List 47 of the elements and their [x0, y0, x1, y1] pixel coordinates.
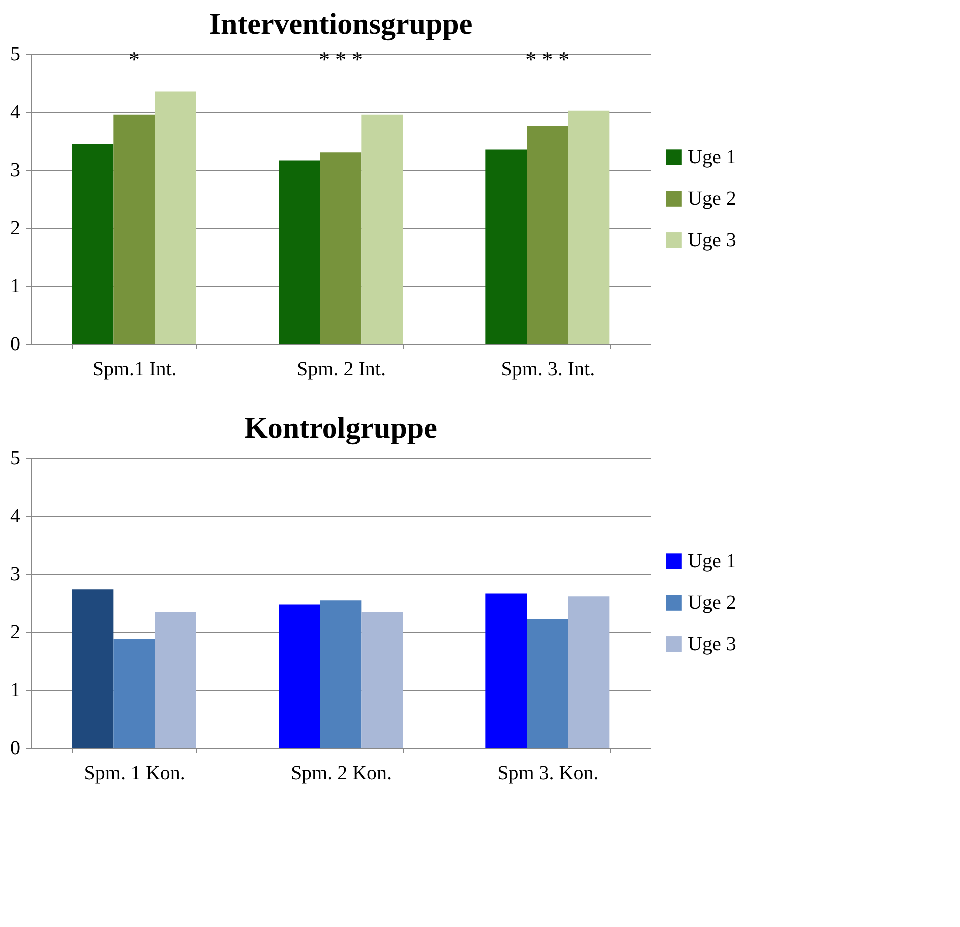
- legend-label: Uge 2: [688, 188, 736, 210]
- annotation: * * *: [319, 47, 363, 72]
- x-tick-label: Spm. 2 Int.: [297, 358, 386, 380]
- bar: [114, 114, 155, 344]
- bar: [320, 152, 362, 344]
- bar: [279, 160, 320, 344]
- bar: [320, 600, 362, 748]
- bar: [362, 612, 403, 748]
- legend-label: Uge 3: [688, 633, 736, 656]
- y-tick-label: 2: [10, 622, 20, 644]
- y-tick-label: 4: [10, 506, 20, 528]
- legend-label: Uge 3: [688, 229, 736, 252]
- annotation: *: [128, 47, 140, 72]
- bar: [568, 110, 610, 344]
- x-tick-label: Spm 3. Kon.: [498, 762, 599, 784]
- y-tick-label: 5: [10, 448, 20, 470]
- y-tick-label: 3: [10, 160, 20, 182]
- chart-title: Kontrolgruppe: [244, 412, 438, 445]
- y-tick-label: 0: [10, 738, 20, 760]
- y-tick-label: 1: [10, 276, 20, 298]
- x-tick-label: Spm.1 Int.: [92, 358, 177, 380]
- legend-label: Uge 1: [688, 146, 736, 169]
- y-tick-label: 3: [10, 564, 20, 586]
- bar: [72, 590, 114, 748]
- y-tick-label: 4: [10, 102, 20, 124]
- bar: [72, 144, 114, 344]
- y-tick-label: 0: [10, 334, 20, 356]
- bar: [279, 604, 320, 748]
- bar: [527, 126, 568, 344]
- x-tick-label: Spm. 3. Int.: [501, 358, 596, 380]
- bar: [362, 114, 403, 344]
- bar: [486, 150, 527, 344]
- bar: [568, 596, 610, 748]
- bar: [486, 594, 527, 748]
- y-tick-label: 2: [10, 218, 20, 240]
- y-tick-label: 1: [10, 680, 20, 702]
- x-tick-label: Spm. 2 Kon.: [290, 762, 392, 784]
- y-tick-label: 5: [10, 44, 20, 66]
- bar: [155, 612, 196, 748]
- bar: [155, 92, 196, 344]
- chart-title: Interventionsgruppe: [209, 8, 473, 41]
- bar: [114, 640, 155, 748]
- legend-label: Uge 2: [688, 592, 736, 614]
- legend-label: Uge 1: [688, 550, 736, 573]
- x-tick-label: Spm. 1 Kon.: [84, 762, 186, 784]
- bar: [527, 619, 568, 748]
- annotation: * * *: [526, 47, 570, 72]
